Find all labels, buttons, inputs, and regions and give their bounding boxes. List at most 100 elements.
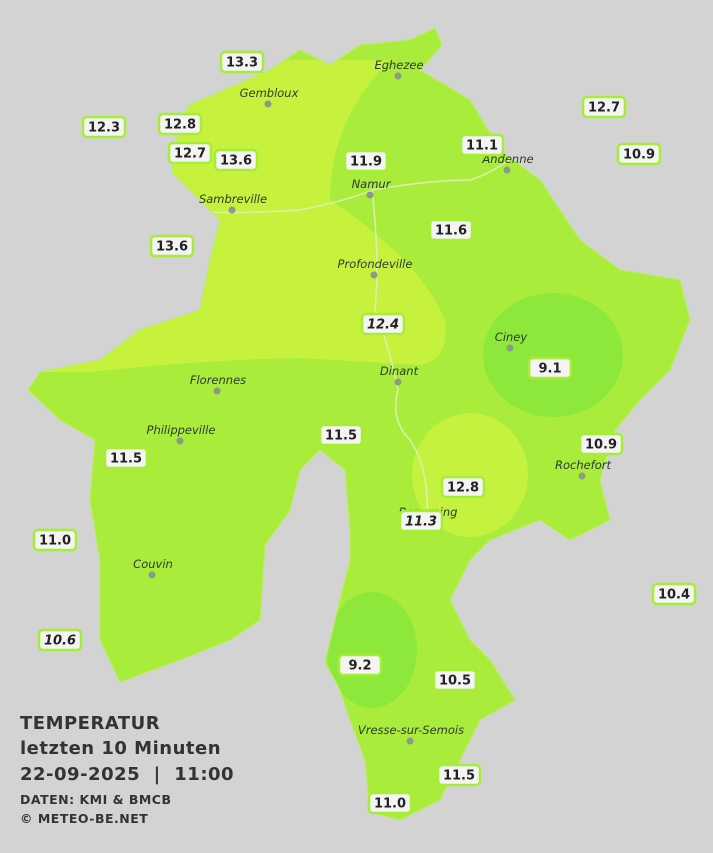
station-box bbox=[337, 653, 383, 677]
station: 12.7 bbox=[167, 141, 213, 165]
station: 12.3 bbox=[81, 115, 127, 139]
credit: © METEO-BE.NET bbox=[20, 811, 148, 826]
station-box bbox=[318, 423, 364, 447]
station-box bbox=[578, 432, 624, 456]
cities: EghezeeGemblouxAndenneNamurSambrevillePr… bbox=[133, 58, 612, 745]
city-label: Dinant bbox=[380, 364, 419, 378]
city-dot bbox=[264, 100, 272, 108]
station: 13.3 bbox=[219, 50, 265, 74]
city-dot bbox=[394, 378, 402, 386]
city-dot bbox=[578, 472, 586, 480]
station-value: 13.3 bbox=[226, 56, 258, 71]
station-box bbox=[428, 218, 474, 242]
credit: DATEN: KMI & BMCB bbox=[20, 792, 172, 807]
station-box bbox=[167, 141, 213, 165]
station-box bbox=[459, 133, 505, 157]
legend: TEMPERATUR letzten 10 Minuten 22-09-2025… bbox=[20, 713, 234, 826]
station-box bbox=[436, 763, 482, 787]
city-dot bbox=[366, 191, 374, 199]
station-value: 13.6 bbox=[156, 240, 188, 255]
river bbox=[159, 149, 521, 521]
station: 12.4 bbox=[360, 312, 406, 336]
city-dot bbox=[506, 344, 514, 352]
station: 10.5 bbox=[432, 668, 478, 692]
station: 13.6 bbox=[213, 148, 259, 172]
station-box bbox=[149, 234, 195, 258]
station-box bbox=[157, 112, 203, 136]
city-dot bbox=[148, 571, 156, 579]
station-box bbox=[37, 628, 83, 652]
station: 10.9 bbox=[578, 432, 624, 456]
station-value: 12.7 bbox=[174, 147, 206, 162]
station: 11.6 bbox=[428, 218, 474, 242]
city-dot bbox=[176, 437, 184, 445]
station: 9.1 bbox=[527, 356, 573, 380]
city-label: Profondeville bbox=[338, 257, 413, 271]
station-value: 10.4 bbox=[658, 588, 690, 603]
station-box bbox=[32, 528, 78, 552]
city-label: Sambreville bbox=[199, 192, 267, 206]
station-box bbox=[81, 115, 127, 139]
station: 10.4 bbox=[651, 582, 697, 606]
station-value: 11.6 bbox=[435, 224, 467, 239]
station-box bbox=[581, 95, 627, 119]
cool-zone bbox=[327, 592, 417, 708]
city-dot bbox=[228, 206, 236, 214]
station-value: 9.2 bbox=[348, 659, 371, 674]
station-value: 12.4 bbox=[367, 318, 399, 333]
station: 11.1 bbox=[459, 133, 505, 157]
station: 10.6 bbox=[37, 628, 83, 652]
station-box bbox=[651, 582, 697, 606]
city-label: Vresse-sur-Semois bbox=[358, 723, 464, 737]
stations: 13.3 12.3 12.8 12.7 13.6 13.6 11.9 11.1 12.7 10.9… bbox=[32, 50, 697, 815]
station: 11.3 bbox=[398, 509, 444, 533]
city-dot bbox=[503, 166, 511, 174]
station-value: 12.8 bbox=[164, 118, 196, 133]
station: 11.9 bbox=[343, 149, 389, 173]
city-dot bbox=[406, 737, 414, 745]
station-box bbox=[398, 509, 444, 533]
station: 11.0 bbox=[32, 528, 78, 552]
station-box bbox=[527, 356, 573, 380]
city-label: Philippeville bbox=[147, 423, 216, 437]
city-dot bbox=[370, 271, 378, 279]
station-box bbox=[219, 50, 265, 74]
title-line: letzten 10 Minuten bbox=[20, 738, 221, 759]
station: 11.5 bbox=[103, 446, 149, 470]
station-value: 10.9 bbox=[623, 148, 655, 163]
city-label: Gembloux bbox=[240, 86, 299, 100]
station: 9.2 bbox=[337, 653, 383, 677]
station-box bbox=[367, 791, 413, 815]
station-value: 11.0 bbox=[39, 534, 71, 549]
station-box bbox=[360, 312, 406, 336]
station-value: 9.1 bbox=[538, 362, 561, 377]
station-box bbox=[343, 149, 389, 173]
station-box bbox=[440, 475, 486, 499]
title-line: TEMPERATUR bbox=[20, 713, 160, 734]
title-line: 22-09-2025 | 11:00 bbox=[20, 764, 234, 785]
warm-zone bbox=[412, 413, 528, 537]
cool-zone bbox=[483, 293, 623, 417]
station: 11.5 bbox=[436, 763, 482, 787]
city-label: Florennes bbox=[190, 373, 246, 387]
city-dot bbox=[394, 72, 402, 80]
station-value: 11.1 bbox=[466, 139, 498, 154]
station-value: 13.6 bbox=[220, 154, 252, 169]
station-box bbox=[616, 142, 662, 166]
city-label: Ciney bbox=[495, 330, 528, 344]
station-box bbox=[213, 148, 259, 172]
station: 12.8 bbox=[157, 112, 203, 136]
station-value: 10.9 bbox=[585, 438, 617, 453]
station-box bbox=[432, 668, 478, 692]
station-value: 11.5 bbox=[325, 429, 357, 444]
station-value: 11.5 bbox=[110, 452, 142, 467]
station: 13.6 bbox=[149, 234, 195, 258]
station-value: 11.0 bbox=[374, 797, 406, 812]
station-value: 11.5 bbox=[443, 769, 475, 784]
station-value: 11.3 bbox=[405, 515, 437, 530]
city-label: Rochefort bbox=[555, 458, 612, 472]
station: 12.7 bbox=[581, 95, 627, 119]
station: 11.0 bbox=[367, 791, 413, 815]
station: 12.8 bbox=[440, 475, 486, 499]
